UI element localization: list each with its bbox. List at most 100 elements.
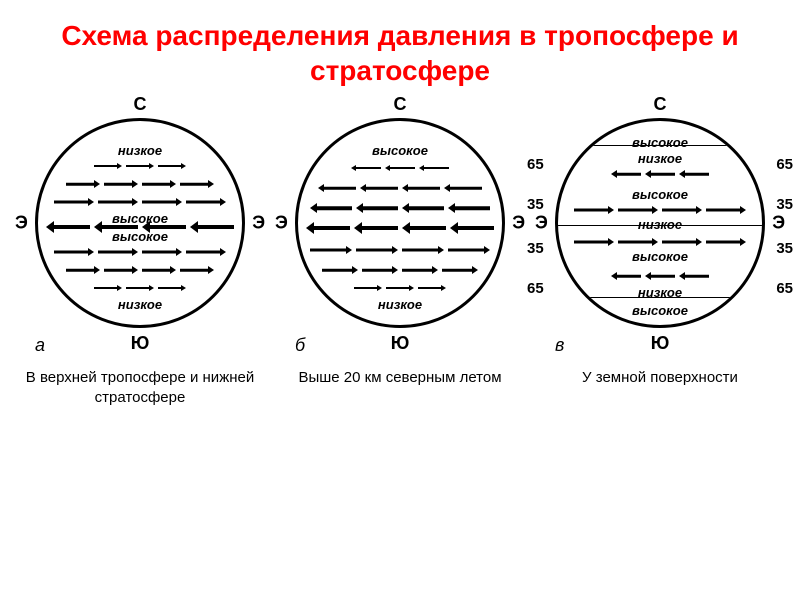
arrow-right-icon [662, 205, 702, 216]
arrow-left-icon [448, 202, 490, 214]
arrow-left-icon [402, 183, 440, 194]
arrow-right-icon [574, 237, 614, 248]
arrow-right-icon [66, 179, 100, 190]
latitude-label: 35 [776, 240, 793, 257]
wind-arrow-row [298, 181, 502, 195]
arrow-left-icon [679, 271, 709, 282]
panel-letter-b: б [295, 335, 305, 356]
arrow-left-icon [611, 169, 641, 180]
latitude-label: 35 [527, 196, 544, 213]
pole-eq-left: Э [535, 213, 548, 234]
circle-a: низкоевысокоевысокоенизкое [35, 118, 245, 328]
arrow-left-icon [385, 163, 415, 173]
arrow-left-icon [351, 163, 381, 173]
arrow-left-icon [611, 271, 641, 282]
pressure-band-label: высокое [372, 143, 428, 158]
arrow-right-icon [54, 197, 94, 208]
latitude-label: 35 [527, 240, 544, 257]
arrow-left-icon [419, 163, 449, 173]
pole-south: Ю [391, 333, 410, 354]
pole-eq-right: Э [772, 213, 785, 234]
diagram-title: Схема распределения давления в тропосфер… [0, 0, 800, 98]
pressure-band-label: низкое [118, 297, 162, 312]
panel-c: С Ю Э Э в высокоенизкоевысокоенизкоевысо… [535, 118, 785, 388]
arrow-right-icon [402, 245, 444, 256]
arrow-right-icon [142, 247, 182, 258]
arrow-right-icon [706, 205, 746, 216]
arrow-left-icon [190, 221, 234, 233]
arrow-right-icon [662, 237, 702, 248]
arrow-right-icon [126, 283, 154, 293]
wind-arrow-row [298, 243, 502, 257]
arrow-right-icon [354, 283, 382, 293]
pole-eq-right: Э [512, 213, 525, 234]
arrow-right-icon [158, 161, 186, 171]
arrow-left-icon [318, 183, 356, 194]
pole-eq-right: Э [252, 213, 265, 234]
arrow-right-icon [98, 197, 138, 208]
arrow-right-icon [706, 237, 746, 248]
arrow-right-icon [158, 283, 186, 293]
arrow-left-icon [645, 271, 675, 282]
arrow-right-icon [386, 283, 414, 293]
arrow-left-icon [679, 169, 709, 180]
arrow-right-icon [442, 265, 478, 276]
arrow-right-icon [54, 247, 94, 258]
wind-arrow-row [38, 195, 242, 209]
arrow-right-icon [402, 265, 438, 276]
arrow-left-icon [402, 222, 446, 234]
arrow-right-icon [94, 283, 122, 293]
wind-arrow-row [38, 159, 242, 173]
wind-arrow-row [38, 263, 242, 277]
arrow-right-icon [574, 205, 614, 216]
arrow-left-icon [450, 222, 494, 234]
arrow-right-icon [142, 197, 182, 208]
pressure-band-label: высокое [632, 303, 688, 318]
pressure-band-label: высокое [632, 187, 688, 202]
wind-arrow-row [298, 201, 502, 215]
pole-south: Ю [651, 333, 670, 354]
arrow-right-icon [180, 265, 214, 276]
pole-north: С [654, 94, 667, 115]
arrow-right-icon [186, 247, 226, 258]
panel-a: С Ю Э Э а низкоевысокоевысокоенизкое В в… [15, 118, 265, 407]
arrow-left-icon [444, 183, 482, 194]
wind-arrow-row [558, 269, 762, 283]
wind-arrow-row [38, 177, 242, 191]
pressure-band-label: высокое [632, 249, 688, 264]
arrow-left-icon [354, 222, 398, 234]
arrow-right-icon [618, 237, 658, 248]
arrow-right-icon [94, 161, 122, 171]
pressure-band-label: низкое [638, 217, 682, 232]
arrow-right-icon [142, 179, 176, 190]
wind-arrow-row [558, 167, 762, 181]
latitude-label: 65 [527, 280, 544, 297]
arrow-right-icon [186, 197, 226, 208]
panel-letter-c: в [555, 335, 564, 356]
arrow-right-icon [618, 205, 658, 216]
pressure-band-label: низкое [118, 143, 162, 158]
pressure-band-label: низкое [378, 297, 422, 312]
diagram-row: С Ю Э Э а низкоевысокоевысокоенизкое В в… [0, 98, 800, 407]
wind-arrow-row [558, 235, 762, 249]
latitude-label: 65 [776, 156, 793, 173]
pole-eq-left: Э [275, 213, 288, 234]
arrow-left-icon [310, 202, 352, 214]
pressure-band-label: низкое [638, 151, 682, 166]
caption-b: Выше 20 км северным летом [292, 368, 507, 388]
circle-wrap-a: С Ю Э Э а низкоевысокоевысокоенизкое [35, 118, 245, 328]
arrow-right-icon [104, 265, 138, 276]
caption-a: В верхней тропосфере и нижней стратосфер… [15, 368, 265, 407]
arrow-right-icon [362, 265, 398, 276]
pole-north: С [134, 94, 147, 115]
arrow-left-icon [356, 202, 398, 214]
circle-b: высокое низкое [295, 118, 505, 328]
pole-south: Ю [131, 333, 150, 354]
caption-c: У земной поверхности [576, 368, 744, 388]
latitude-label: 65 [776, 280, 793, 297]
pole-north: С [394, 94, 407, 115]
latitude-label: 35 [776, 196, 793, 213]
arrow-right-icon [310, 245, 352, 256]
arrow-right-icon [142, 265, 176, 276]
arrow-right-icon [66, 265, 100, 276]
